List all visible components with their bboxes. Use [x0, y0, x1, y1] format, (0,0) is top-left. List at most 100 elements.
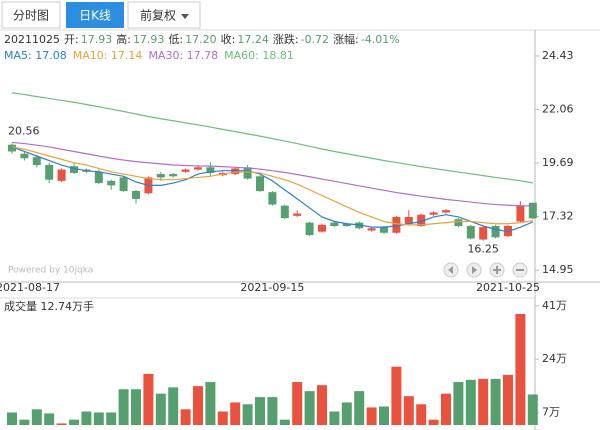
y-tick-label: 24万	[542, 352, 567, 365]
info-value: 17.93	[133, 33, 165, 46]
tab[interactable]	[1, 1, 61, 29]
dropdown-arrow[interactable]	[181, 14, 189, 19]
volume-bar	[465, 379, 476, 425]
candle-body	[32, 157, 41, 166]
info-date: 20211025	[4, 33, 60, 46]
icon	[493, 266, 501, 274]
ma-line	[11, 92, 533, 184]
ma-line	[11, 146, 534, 233]
volume-bar	[193, 386, 203, 425]
volume-bar	[217, 411, 228, 425]
nav-buttons	[443, 262, 528, 278]
legend-entry: MA60: 18.81	[224, 49, 294, 62]
candle-body	[516, 205, 525, 222]
volume-bar	[205, 382, 216, 425]
info-value: 17.20	[185, 33, 217, 46]
volume-bar	[490, 378, 501, 425]
candle-body	[479, 227, 488, 240]
candle-body	[528, 202, 537, 219]
info-value: -4.01%	[361, 33, 400, 46]
volume-bar	[44, 413, 55, 425]
volume-bar	[131, 389, 141, 425]
volume-bar	[317, 385, 327, 425]
volume-bar	[81, 411, 92, 425]
volume-bar	[230, 402, 241, 425]
candle-body	[491, 226, 500, 238]
volume-bar	[366, 407, 377, 425]
candle-body	[442, 210, 450, 213]
candle-body	[20, 153, 29, 159]
info-line: 20211025 开: 17.93 高: 17.93 低: 17.20 收: 17.24 涨跌: -…	[4, 32, 400, 46]
volume-bar	[106, 412, 117, 425]
tab-label[interactable]: 分时图	[13, 9, 49, 23]
volume-bar	[503, 374, 513, 425]
volume-bar	[341, 402, 352, 425]
tab-label[interactable]: 前复权	[140, 8, 176, 23]
candle-body	[256, 176, 264, 191]
volume-bar	[379, 406, 389, 425]
ma-line	[11, 146, 533, 226]
candle-body	[429, 212, 438, 215]
high-label: 20.56	[8, 124, 40, 137]
volume-bar	[242, 404, 253, 425]
volume-bar	[403, 396, 414, 425]
candle-body	[243, 167, 252, 179]
candle-body	[330, 222, 339, 226]
candle-body	[466, 226, 475, 239]
info-label: 开:	[64, 33, 79, 46]
x-tick-label: 2021-09-15	[240, 281, 304, 294]
icon	[448, 266, 453, 274]
y-tick-label: 14.95	[542, 263, 574, 276]
y-tick-label: 22.06	[542, 102, 574, 115]
tab-active[interactable]	[66, 2, 124, 28]
candle-body	[181, 169, 190, 172]
candle-body	[417, 214, 426, 226]
volume-bar	[69, 419, 79, 425]
candle-body	[268, 192, 277, 205]
legend-entry: MA5: 17.08	[4, 49, 67, 62]
candle-body	[169, 174, 178, 177]
volume-bar	[255, 397, 265, 425]
y-tick-label: 24.43	[542, 49, 574, 62]
volume-bar	[527, 394, 538, 425]
icon	[472, 266, 477, 274]
candle-body	[94, 171, 103, 184]
candle-body	[45, 165, 54, 180]
volume-bar	[155, 393, 166, 425]
legend-entry: MA10: 17.14	[73, 49, 143, 62]
volume-bar	[292, 382, 303, 425]
volume-bar	[7, 412, 17, 425]
volume-bar	[168, 387, 179, 425]
volume-bar	[31, 409, 42, 425]
tab-label[interactable]: 日K线	[79, 9, 111, 23]
info-value: 17.93	[81, 33, 113, 46]
volume-bar	[180, 409, 191, 425]
candle-body	[367, 228, 376, 231]
volume-bar	[515, 313, 526, 425]
candle-body	[305, 222, 314, 236]
candle-body	[70, 166, 78, 173]
volume-bar	[478, 378, 489, 425]
volume-title: 成交量 12.74万手	[4, 299, 94, 313]
y-tick-label: 19.69	[542, 156, 574, 169]
info-label: 收:	[221, 32, 236, 46]
volume-bar	[56, 423, 67, 425]
x-tick-label: 2021-08-17	[0, 281, 60, 294]
candle-body	[194, 167, 202, 170]
candle-body	[342, 223, 351, 226]
volume-bar	[267, 397, 278, 425]
candle-body	[132, 191, 140, 199]
watermark: Powered by 10jqka	[8, 266, 93, 276]
candle-body	[392, 216, 401, 233]
ma-line	[11, 141, 533, 207]
candle-body	[404, 216, 413, 224]
candle-body	[293, 213, 302, 216]
y-tick-label: 41万	[542, 299, 567, 312]
candle-body	[318, 224, 326, 232]
candle-body	[206, 167, 215, 173]
volume-bar	[441, 393, 451, 425]
volume-bar	[416, 404, 427, 425]
volume-bar	[279, 419, 290, 425]
candle-body	[107, 180, 116, 186]
